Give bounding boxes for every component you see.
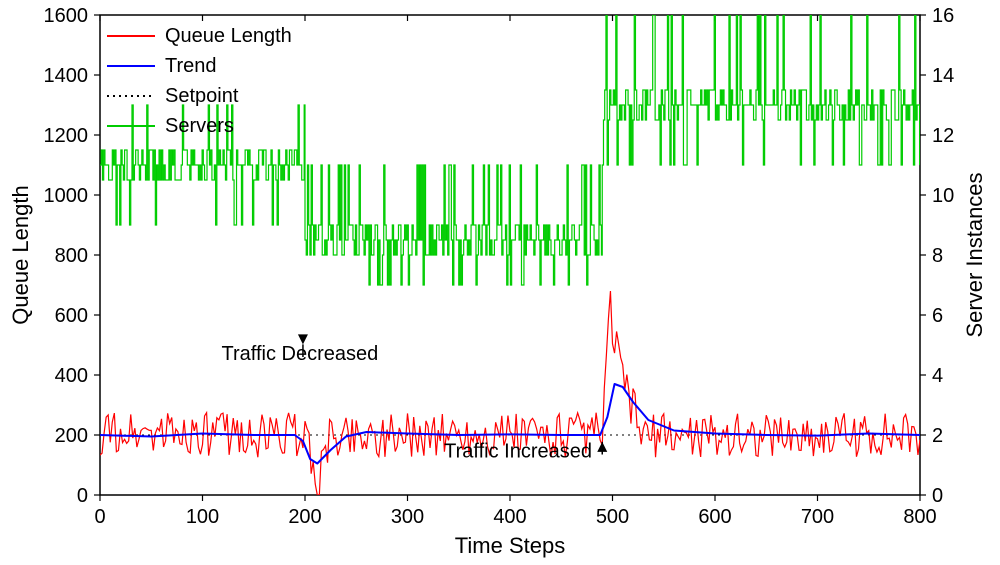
x-tick-label: 0 bbox=[94, 506, 105, 528]
y-left-tick-label: 1200 bbox=[44, 125, 89, 147]
y-left-tick-label: 1400 bbox=[44, 65, 89, 87]
annotation-label: Traffic Decreased bbox=[222, 343, 379, 365]
y-right-tick-label: 10 bbox=[932, 185, 954, 207]
annotation-arrowhead bbox=[597, 442, 607, 452]
y-left-tick-label: 800 bbox=[55, 245, 88, 267]
y-right-tick-label: 14 bbox=[932, 65, 954, 87]
y-right-tick-label: 12 bbox=[932, 125, 954, 147]
y-left-axis-label: Queue Length bbox=[8, 185, 33, 324]
chart-container: { "chart": { "type": "line-dual-axis", "… bbox=[0, 0, 1000, 565]
y-right-tick-label: 16 bbox=[932, 5, 954, 27]
y-left-tick-label: 1600 bbox=[44, 5, 89, 27]
y-right-tick-label: 4 bbox=[932, 365, 943, 387]
y-right-tick-label: 8 bbox=[932, 245, 943, 267]
legend-label: Queue Length bbox=[165, 25, 292, 47]
x-tick-label: 400 bbox=[493, 506, 526, 528]
y-left-tick-label: 200 bbox=[55, 425, 88, 447]
y-right-tick-label: 2 bbox=[932, 425, 943, 447]
annotation-label: Traffic Increased bbox=[444, 441, 592, 463]
legend-label: Servers bbox=[165, 115, 234, 137]
y-right-tick-label: 6 bbox=[932, 305, 943, 327]
x-tick-label: 300 bbox=[391, 506, 424, 528]
y-right-tick-label: 0 bbox=[932, 485, 943, 507]
y-left-tick-label: 1000 bbox=[44, 185, 89, 207]
queue-line bbox=[100, 291, 920, 495]
y-left-tick-label: 600 bbox=[55, 305, 88, 327]
chart-svg: 0100200300400500600700800Time Steps02004… bbox=[0, 0, 1000, 565]
x-tick-label: 500 bbox=[596, 506, 629, 528]
x-tick-label: 100 bbox=[186, 506, 219, 528]
y-left-tick-label: 0 bbox=[77, 485, 88, 507]
servers-line bbox=[100, 15, 920, 285]
x-tick-label: 600 bbox=[698, 506, 731, 528]
legend-label: Setpoint bbox=[165, 85, 239, 107]
x-tick-label: 200 bbox=[288, 506, 321, 528]
x-tick-label: 800 bbox=[903, 506, 936, 528]
y-left-tick-label: 400 bbox=[55, 365, 88, 387]
y-right-axis-label: Server Instances bbox=[962, 172, 987, 337]
legend-label: Trend bbox=[165, 55, 217, 77]
x-axis-label: Time Steps bbox=[455, 533, 565, 558]
x-tick-label: 700 bbox=[801, 506, 834, 528]
